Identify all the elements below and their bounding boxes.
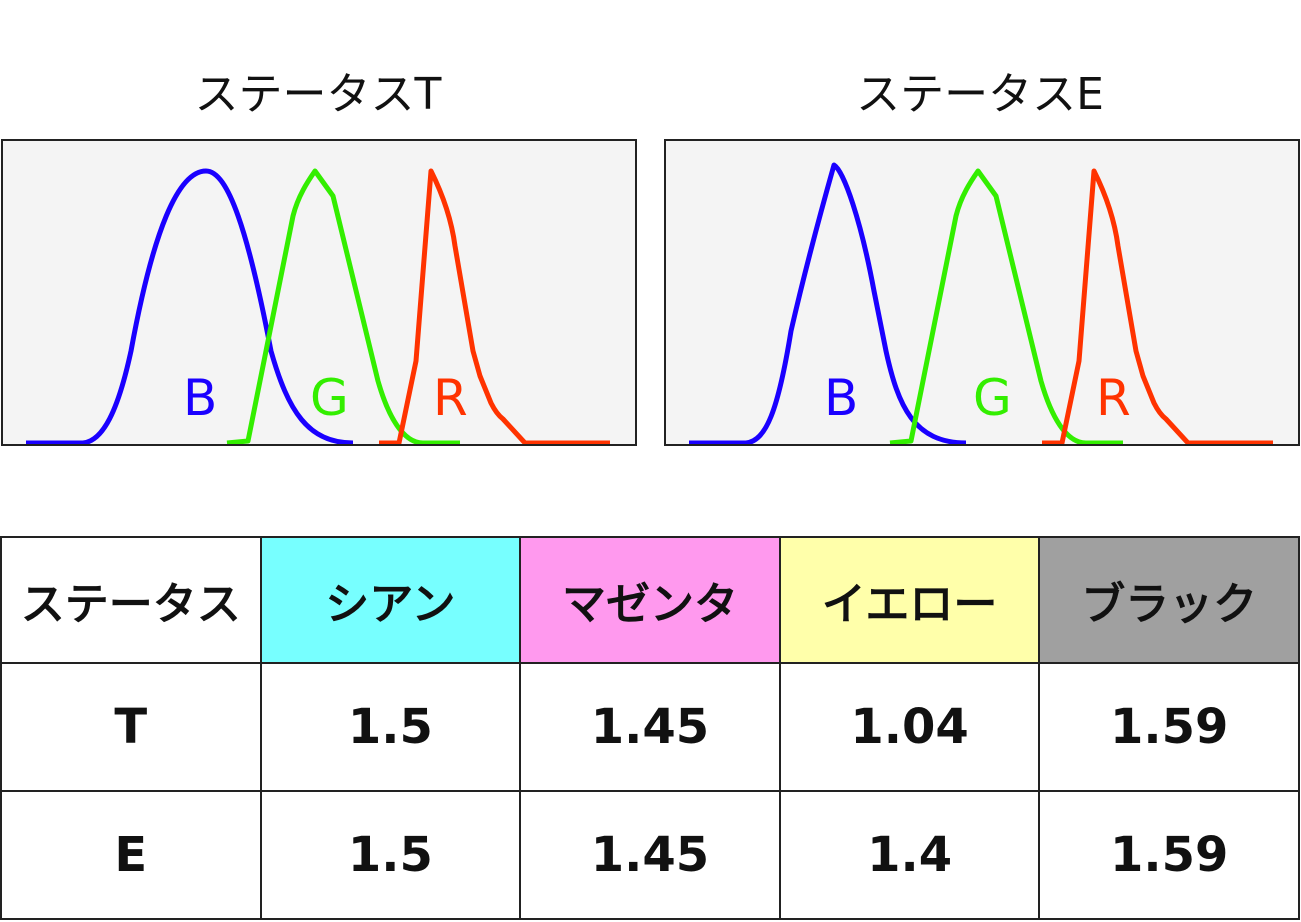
cell-black: 1.59 xyxy=(1038,662,1300,792)
panel-title-e: ステータスE xyxy=(856,69,1104,120)
spectrum-panel-e: B G R xyxy=(664,139,1300,446)
curve-g-e xyxy=(889,168,1123,444)
row-status-label: T xyxy=(0,662,262,792)
header-yellow: イエロー xyxy=(778,536,1041,664)
curve-r-e xyxy=(1042,168,1273,444)
cell-yellow: 1.4 xyxy=(778,790,1041,920)
header-status: ステータス xyxy=(0,536,262,664)
cell-black: 1.59 xyxy=(1038,790,1300,920)
curve-label-b-e: B xyxy=(824,369,858,427)
header-black: ブラック xyxy=(1038,536,1300,664)
curve-b-e xyxy=(689,162,967,444)
spectrum-chart-t: B G R xyxy=(26,168,610,444)
curve-r-t xyxy=(379,168,610,444)
curve-label-g-e: G xyxy=(973,369,1012,427)
curve-b-t xyxy=(26,168,354,444)
curve-label-b-t: B xyxy=(183,369,217,427)
cell-cyan: 1.5 xyxy=(259,790,522,920)
table-row: T 1.5 1.45 1.04 1.59 xyxy=(0,662,1300,792)
curve-label-r-e: R xyxy=(1096,369,1131,427)
header-magenta: マゼンタ xyxy=(519,536,781,664)
cell-magenta: 1.45 xyxy=(519,662,781,792)
spectrum-chart-e: B G R xyxy=(689,162,1273,444)
panel-title-t: ステータスT xyxy=(194,69,442,120)
curve-label-r-t: R xyxy=(433,369,468,427)
spectrum-panel-t: B G R xyxy=(1,139,637,446)
curve-label-g-t: G xyxy=(310,369,349,427)
table-row: E 1.5 1.45 1.4 1.59 xyxy=(0,790,1300,920)
row-status-label: E xyxy=(0,790,262,920)
curve-g-t xyxy=(226,168,460,444)
table-header-row: ステータス シアン マゼンタ イエロー ブラック xyxy=(0,536,1300,664)
header-cyan: シアン xyxy=(259,536,522,664)
density-table: ステータス シアン マゼンタ イエロー ブラック T 1.5 1.45 1.04… xyxy=(0,536,1300,920)
cell-magenta: 1.45 xyxy=(519,790,781,920)
cell-yellow: 1.04 xyxy=(778,662,1041,792)
cell-cyan: 1.5 xyxy=(259,662,522,792)
